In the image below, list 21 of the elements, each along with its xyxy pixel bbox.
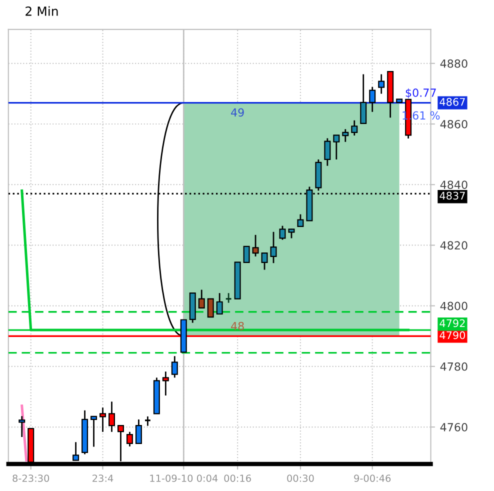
x-tick-label: 00:16 xyxy=(224,474,251,482)
y-tick-label: 4820 xyxy=(440,241,468,250)
y-tick-label: 4760 xyxy=(440,423,468,432)
y-tick-label: 4880 xyxy=(440,59,468,68)
x-tick-label: 9-00:46 xyxy=(354,474,391,482)
ref-line-label: 4867 xyxy=(440,98,465,106)
annotation: 48 xyxy=(231,322,244,330)
x-tick-label: 8-23:30 xyxy=(12,474,50,482)
x-tick-label: 00:30 xyxy=(287,474,314,482)
ref-line-label: 4792 xyxy=(440,319,465,328)
ref-line-label: 4837 xyxy=(440,192,465,200)
y-tick-label: 4800 xyxy=(440,302,468,310)
y-tick-label: 4840 xyxy=(440,180,468,189)
ref-line-label: 4790 xyxy=(440,331,466,340)
annotation: $0.77 xyxy=(406,88,436,98)
x-tick-label: 11-09-10 0:04 xyxy=(150,474,218,482)
annotation: 49 xyxy=(231,108,244,117)
x-tick-label: 23:4 xyxy=(92,474,114,482)
chart-title: 2 Min xyxy=(26,6,58,16)
y-tick-label: 4860 xyxy=(440,120,468,128)
y-tick-label: 4780 xyxy=(440,362,468,371)
